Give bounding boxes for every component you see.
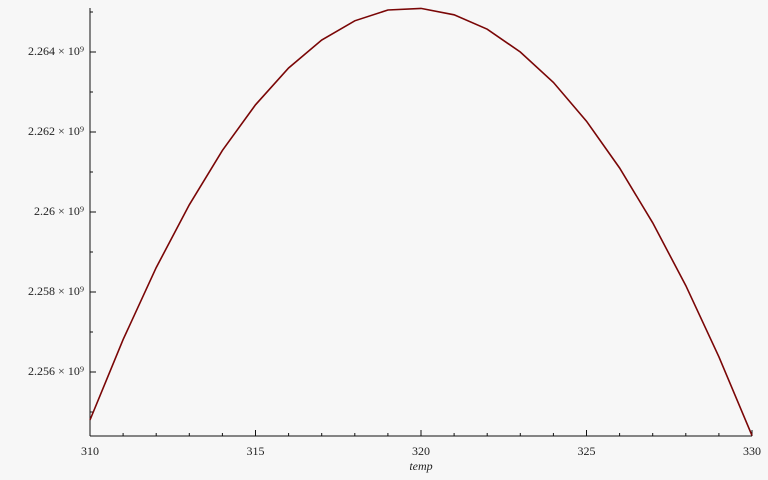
y-tick-label: 2.262 × 10⁹ — [28, 124, 84, 138]
x-axis-label: temp — [409, 459, 432, 473]
y-tick-label: 2.26 × 10⁹ — [34, 204, 84, 218]
y-tick-label: 2.256 × 10⁹ — [28, 364, 84, 378]
x-tick-label: 320 — [412, 444, 430, 458]
x-tick-label: 315 — [247, 444, 265, 458]
x-tick-label: 325 — [578, 444, 596, 458]
series-line — [89, 7, 753, 436]
y-tick-label: 2.264 × 10⁹ — [28, 44, 84, 58]
x-tick-label: 310 — [81, 444, 99, 458]
x-tick-label: 330 — [743, 444, 761, 458]
y-tick-label: 2.258 × 10⁹ — [28, 284, 84, 298]
